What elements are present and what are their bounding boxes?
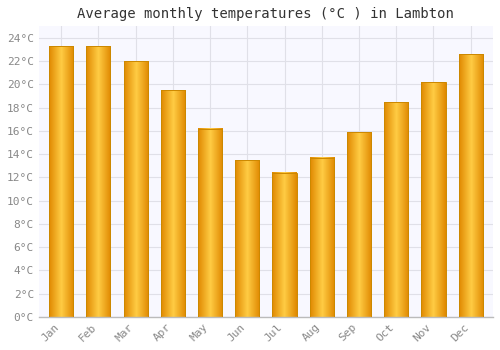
Bar <box>235 160 260 317</box>
Bar <box>310 158 334 317</box>
Bar <box>86 46 110 317</box>
Bar <box>458 54 483 317</box>
Bar <box>422 82 446 317</box>
Bar <box>160 90 185 317</box>
Bar <box>347 132 371 317</box>
Bar <box>124 61 148 317</box>
Bar <box>384 102 408 317</box>
Bar <box>272 173 296 317</box>
Title: Average monthly temperatures (°C ) in Lambton: Average monthly temperatures (°C ) in La… <box>78 7 454 21</box>
Bar <box>49 46 73 317</box>
Bar <box>198 128 222 317</box>
